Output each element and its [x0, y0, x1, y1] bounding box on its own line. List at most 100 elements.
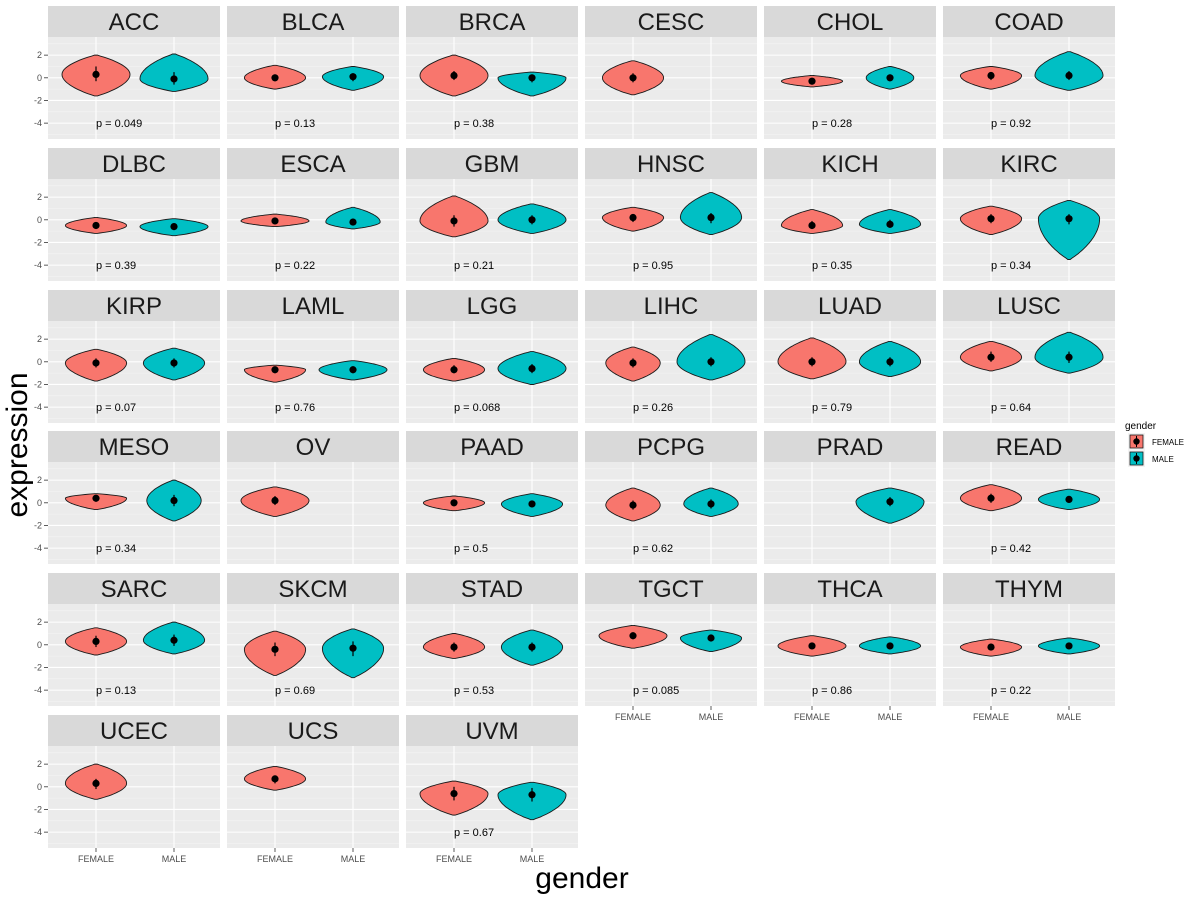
p-value-label: p = 0.95: [633, 260, 673, 272]
panel-background: [227, 37, 399, 139]
panel-background: [943, 37, 1115, 139]
x-tick-label: MALE: [1057, 712, 1082, 722]
median-point-male: [528, 791, 536, 799]
median-point-female: [987, 643, 995, 651]
y-tick-label: -4: [34, 260, 42, 270]
median-point-male: [707, 358, 715, 366]
y-tick-label: -4: [34, 685, 42, 695]
facet-label: LGG: [467, 293, 518, 320]
p-value-label: p = 0.28: [812, 118, 852, 130]
median-point-female: [987, 353, 995, 361]
facet-label: CESC: [638, 9, 705, 36]
y-tick-label: 2: [37, 334, 42, 344]
violin-female: [243, 364, 307, 383]
violin-male: [1037, 200, 1101, 260]
median-point-male: [886, 220, 894, 228]
facet-strip: [406, 148, 578, 179]
facet-strip: [585, 431, 757, 462]
median-point-male: [170, 223, 178, 231]
median-point-male: [707, 634, 715, 642]
x-tick-label: FEMALE: [436, 854, 472, 864]
median-point-female: [92, 221, 100, 230]
median-point-female: [450, 71, 458, 80]
p-value-label: p = 0.86: [812, 685, 852, 697]
median-point-female: [271, 217, 279, 225]
legend-point: [1133, 438, 1140, 445]
facet-strip: [585, 290, 757, 321]
facet-strip: [764, 290, 936, 321]
y-tick-label: -4: [34, 827, 42, 837]
facet-strip: [764, 431, 936, 462]
facet-panel-ucs: UCS FEMALE MALE: [227, 715, 399, 864]
median-point-male: [349, 366, 357, 374]
facet-strip: [943, 431, 1115, 462]
x-tick-label: MALE: [520, 854, 545, 864]
panel-background: [585, 179, 757, 281]
median-point-female: [987, 215, 995, 223]
y-tick-label: 2: [37, 759, 42, 769]
y-tick-label: -2: [34, 237, 42, 247]
facet-label: CHOL: [817, 9, 884, 36]
y-tick-label: -4: [34, 402, 42, 412]
facet-label: KIRC: [1000, 151, 1057, 178]
facet-panel-uvm: UVM FEMALE MALE p = 0.67: [406, 715, 578, 864]
facet-panel-lusc: LUSC p = 0.64: [943, 290, 1115, 423]
x-tick-label: FEMALE: [794, 712, 830, 722]
facet-label: TGCT: [638, 576, 704, 603]
facet-label: BLCA: [282, 9, 345, 36]
y-tick-label: 2: [37, 50, 42, 60]
p-value-label: p = 0.34: [96, 543, 136, 555]
median-point-female: [271, 645, 279, 653]
median-point-male: [886, 498, 894, 506]
facet-strip: [227, 431, 399, 462]
p-value-label: p = 0.22: [275, 260, 315, 272]
median-point-female: [92, 70, 100, 78]
facet-strip: [48, 148, 220, 179]
median-point-female: [629, 74, 637, 82]
p-value-label: p = 0.21: [454, 260, 494, 272]
median-point-female: [92, 494, 100, 502]
y-tick-label: 0: [37, 782, 42, 792]
median-point-male: [1065, 71, 1073, 80]
facet-label: SARC: [101, 576, 168, 603]
p-value-label: p = 0.42: [991, 543, 1031, 555]
facet-panel-paad: PAAD p = 0.5: [406, 431, 578, 564]
facet-strip: [764, 6, 936, 37]
facet-strip: [406, 6, 578, 37]
facet-panel-luad: LUAD p = 0.79: [764, 290, 936, 423]
median-point-male: [170, 636, 178, 644]
p-value-label: p = 0.26: [633, 402, 673, 414]
x-tick-label: FEMALE: [78, 854, 114, 864]
facet-panel-read: READ p = 0.42: [943, 431, 1115, 564]
facet-strip: [585, 6, 757, 37]
facet-label: KICH: [821, 151, 878, 178]
y-tick-label: 0: [37, 640, 42, 650]
x-tick-label: FEMALE: [257, 854, 293, 864]
p-value-label: p = 0.92: [991, 118, 1031, 130]
median-point-female: [808, 77, 816, 85]
x-tick-label: FEMALE: [615, 712, 651, 722]
facet-strip: [943, 148, 1115, 179]
facet-label: HNSC: [637, 151, 705, 178]
p-value-label: p = 0.085: [633, 685, 679, 697]
median-point-female: [629, 213, 637, 222]
panel-background: [943, 462, 1115, 564]
facet-panel-cesc: CESC: [585, 6, 757, 139]
x-tick-label: MALE: [878, 712, 903, 722]
facet-label: ACC: [109, 9, 160, 36]
facet-strip: [585, 573, 757, 604]
facet-panel-pcpg: PCPG p = 0.62: [585, 431, 757, 564]
median-point-male: [528, 74, 536, 82]
facet-strip: [943, 573, 1115, 604]
y-tick-label: 2: [37, 192, 42, 202]
facet-panel-ucec: UCEC 2 0 -2 -4 FEMALE MALE: [34, 715, 220, 864]
median-point-female: [808, 642, 816, 650]
y-tick-label: 0: [37, 73, 42, 83]
facet-panel-prad: PRAD: [764, 431, 936, 564]
facet-label: PCPG: [637, 434, 705, 461]
median-point-male: [886, 74, 894, 82]
x-tick-label: MALE: [341, 854, 366, 864]
p-value-label: p = 0.76: [275, 402, 315, 414]
panel-background: [227, 462, 399, 564]
